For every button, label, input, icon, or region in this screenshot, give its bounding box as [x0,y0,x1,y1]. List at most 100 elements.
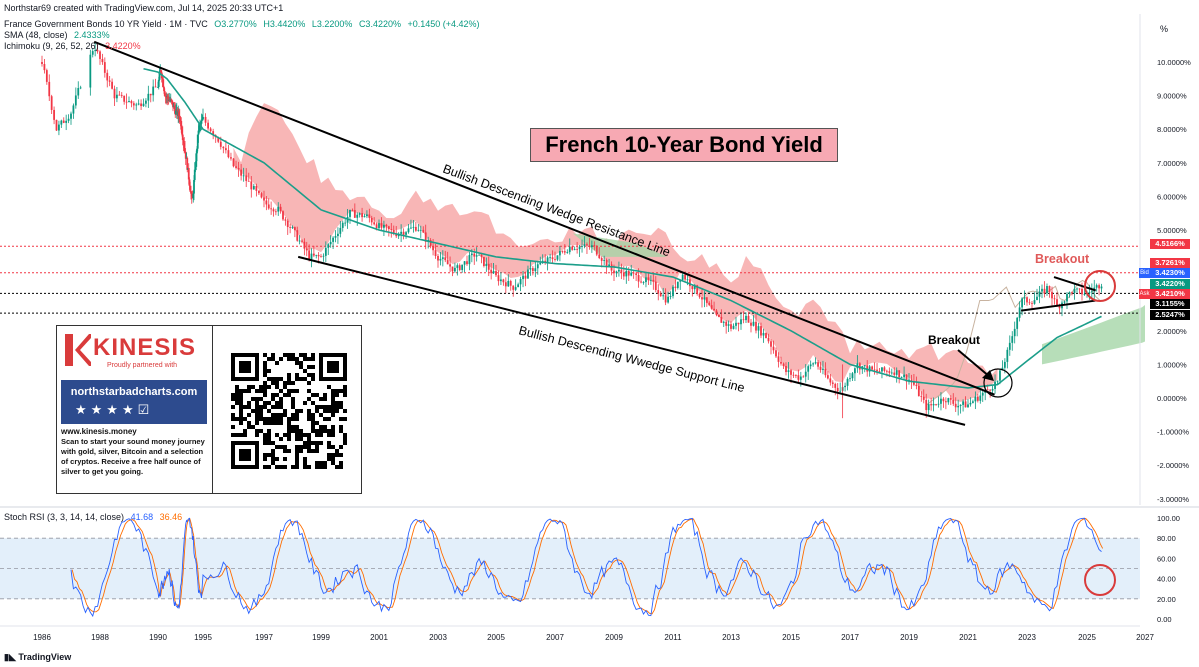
candle-body [740,319,742,325]
qr-module [327,441,331,445]
time-tick-label: 2017 [841,633,859,642]
qr-module [295,377,299,381]
qr-module [271,393,275,397]
candle-body [519,279,522,285]
candle-body [192,193,195,199]
candle-body [1033,300,1036,304]
qr-module [331,393,335,397]
qr-module [251,397,255,401]
time-axis[interactable]: 1986 1988 1990 1995 1997 1999 2001 2003 2005 2007… [0,625,1154,642]
kinesis-ad-card[interactable]: KINESIS Proudly partnered with northstar… [56,325,362,494]
candle-body [43,64,46,71]
candle-body [317,254,320,257]
resistance-trendline [93,40,995,396]
symbol-name[interactable]: France Government Bonds 10 YR Yield · 1M… [4,19,208,29]
price-axis[interactable]: 10.0000% 9.0000% 8.0000% 7.0000% 6.0000% 5.00… [1139,14,1191,505]
support-label: Bullish Descending Wwedge Support Line [517,323,746,395]
candle-body [959,404,962,406]
candle-body [930,404,933,406]
qr-module [295,461,299,465]
qr-module [307,357,311,361]
ichimoku-legend-label: Ichimoku (9, 26, 52, 26) [4,41,99,51]
candle-body [747,315,750,323]
sma-legend[interactable]: SMA (48, close) 2.4333% [4,30,114,40]
qr-module [263,453,267,457]
ichimoku-legend[interactable]: Ichimoku (9, 26, 52, 26) 3.4220% [4,41,145,51]
candle-body [196,134,199,149]
qr-module [307,417,311,421]
qr-module [303,357,307,361]
candle-body [53,109,55,120]
stoch-tick-label: 20.00 [1157,595,1176,604]
candle-body [492,271,495,274]
candle-body [293,227,296,231]
qr-module [263,441,267,445]
qr-module [323,409,327,413]
candle-body [881,367,883,372]
candle-body [1071,292,1073,293]
qr-module [247,421,251,425]
candle-body [363,216,366,218]
qr-module [303,457,307,461]
candle-body [554,259,556,260]
ad-copy: www.kinesis.money Scan to start your sou… [61,427,211,477]
triangle-lower-line [1020,299,1096,312]
qr-module [323,425,327,429]
candle-body [478,254,480,256]
candle-body [620,269,623,273]
breakout-label-2021: Breakout [928,333,980,347]
candle-body [198,125,201,131]
qr-module [327,409,331,413]
qr-module [247,401,251,405]
candle-body [439,258,442,261]
qr-code-icon[interactable] [231,353,347,469]
support-trendline [297,255,966,426]
candle-body [947,398,950,403]
qr-module [319,405,323,409]
qr-module [267,385,271,389]
qr-module [279,377,283,381]
kinesis-website[interactable]: www.kinesis.money [61,427,137,436]
qr-module [303,377,307,381]
candle-body [949,398,952,400]
candle-body [1041,288,1043,292]
candle-body [622,272,625,277]
candle-body [373,222,376,225]
candle-body [466,261,468,265]
candle-body [657,290,660,294]
qr-module [239,397,243,401]
candle-body [664,295,667,303]
qr-module [319,441,323,445]
horizontal-levels [0,245,1140,314]
candle-body [422,229,425,233]
qr-module [267,465,271,469]
qr-module [235,385,239,389]
stoch-legend[interactable]: Stoch RSI (3, 3, 14, 14, close) 41.68 36… [4,512,186,522]
qr-module [287,353,291,357]
qr-module [343,437,347,441]
candle-body [581,246,583,247]
qr-module [235,417,239,421]
candle-body [1046,286,1048,294]
northstar-banner[interactable]: northstarbadcharts.com ★★★★☑ [61,380,207,424]
qr-module [275,405,279,409]
qr-module [291,401,295,405]
candle-body [1023,297,1026,299]
candle-body [917,385,920,397]
qr-module [247,405,251,409]
candle-body [96,50,99,52]
qr-module [327,417,331,421]
candle-body [171,100,174,103]
qr-module [331,425,335,429]
candle-body [752,321,755,326]
qr-module [327,445,331,449]
time-tick-label: 2025 [1078,633,1096,642]
candle-body [885,370,888,372]
qr-module [323,397,327,401]
candle-body [356,214,359,218]
qr-module [323,417,327,421]
qr-module [339,405,343,409]
candle-body [964,401,967,408]
qr-module [283,409,287,413]
